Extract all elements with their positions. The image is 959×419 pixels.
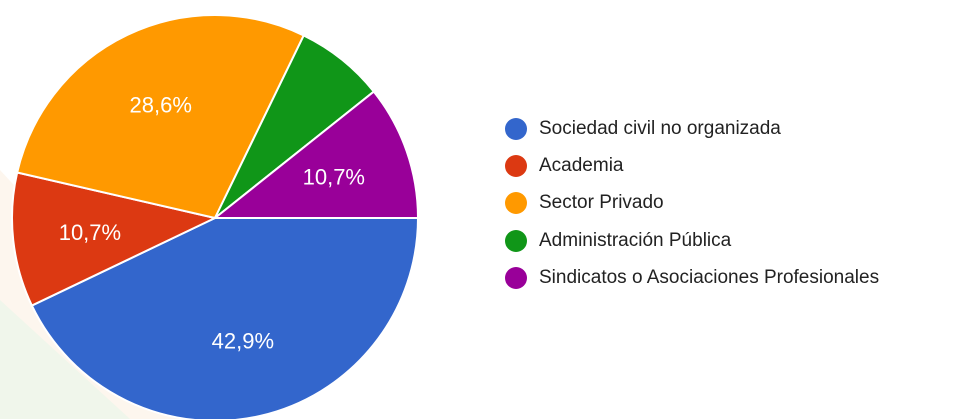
- legend-item: Sociedad civil no organizada: [505, 110, 879, 147]
- legend-item: Academia: [505, 147, 879, 184]
- legend-label: Administración Pública: [539, 229, 732, 251]
- chart-legend: Sociedad civil no organizada Academia Sect…: [505, 110, 879, 297]
- legend-swatch: [505, 229, 527, 252]
- legend-label: Sindicatos o Asociaciones Profesionales: [539, 267, 880, 289]
- pie-slices: [11, 14, 420, 419]
- slice-value-label: 28,6%: [130, 92, 192, 117]
- slice-value-label: 10,7%: [303, 164, 365, 189]
- pie-slice-2: [11, 171, 219, 307]
- legend-swatch: [505, 155, 527, 178]
- legend-swatch: [505, 192, 527, 215]
- legend-swatch: [505, 267, 527, 290]
- pie-labels: 42,9% 10,7% 28,6% 10,7%: [59, 92, 365, 353]
- legend-label: Sector Privado: [539, 192, 664, 214]
- slice-value-label: 42,9%: [212, 329, 274, 354]
- pie-slice-3: [15, 14, 306, 220]
- legend-label: Academia: [539, 155, 624, 177]
- slice-value-label: 10,7%: [59, 220, 121, 245]
- legend-label: Sociedad civil no organizada: [539, 117, 781, 139]
- legend-item: Sector Privado: [505, 185, 879, 222]
- legend-item: Sindicatos o Asociaciones Profesionales: [505, 260, 879, 297]
- legend-item: Administración Pública: [505, 222, 879, 259]
- legend-swatch: [505, 117, 527, 140]
- pie-slice-1: [30, 217, 420, 419]
- pie-slice-5: [212, 90, 420, 219]
